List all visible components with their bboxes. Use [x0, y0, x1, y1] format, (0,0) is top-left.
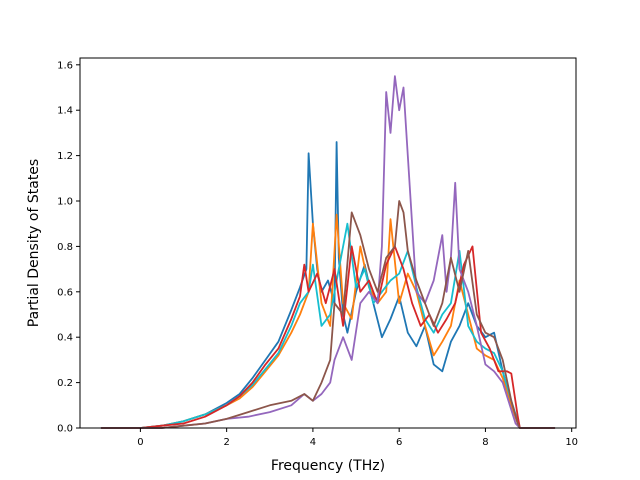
y-tick-label: 1.2 [57, 151, 73, 162]
y-tick-label: 0.8 [57, 242, 73, 253]
x-tick-label: 10 [565, 437, 578, 448]
x-tick-label: 2 [223, 437, 229, 448]
series-line-1 [100, 141, 556, 429]
plot-frame [79, 57, 577, 429]
y-tick-label: 0.6 [57, 287, 73, 298]
series-line-5 [100, 75, 556, 429]
y-tick-label: 0.2 [57, 378, 73, 389]
x-tick-label: 8 [482, 437, 488, 448]
x-tick-label: 0 [137, 437, 143, 448]
y-tick-label: 1.0 [57, 197, 73, 208]
y-axis-label: Partial Density of States [26, 159, 42, 327]
y-tick-label: 0.0 [57, 424, 73, 435]
series-layer [100, 75, 556, 429]
series-line-4 [100, 245, 556, 429]
x-tick-label: 4 [310, 437, 316, 448]
x-tick-label: 6 [396, 437, 402, 448]
x-axis-label: Frequency (THz) [271, 458, 385, 474]
y-tick-label: 1.4 [57, 106, 73, 117]
y-tick-label: 0.4 [57, 333, 73, 344]
y-tick-label: 1.6 [57, 60, 73, 71]
x-axis-ticks: 0 2 4 6 8 10 [137, 428, 578, 448]
y-axis-ticks: 0.0 0.2 0.4 0.6 0.8 1.0 1.2 1.4 1.6 [57, 60, 80, 435]
series-line-6 [100, 200, 556, 429]
